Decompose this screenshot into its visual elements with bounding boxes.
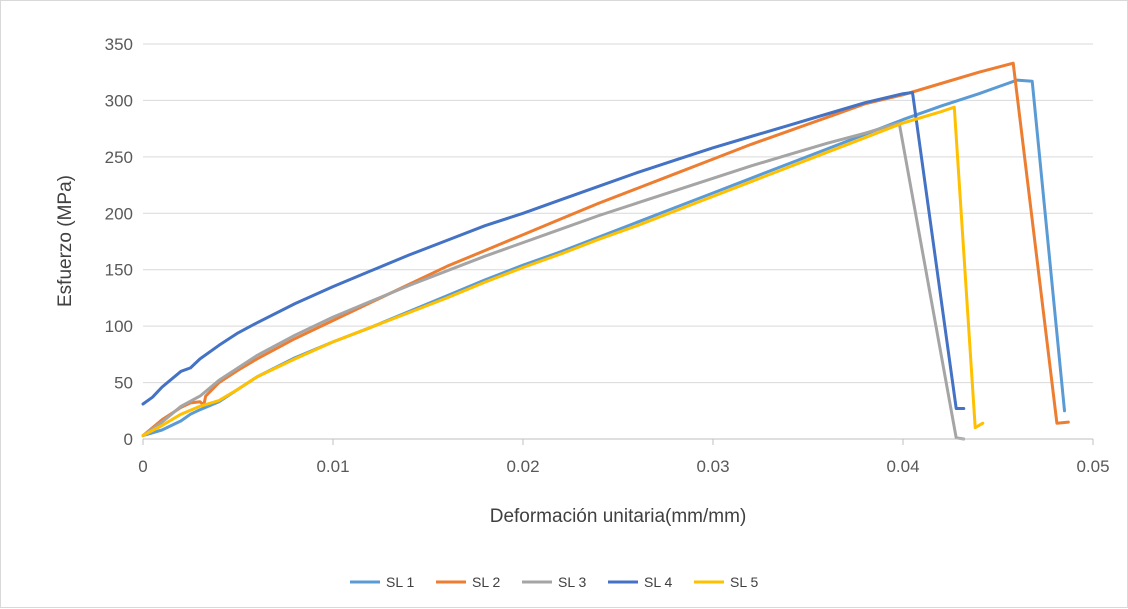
series-line-sl-3	[141, 121, 966, 441]
x-tick-label: 0.04	[886, 457, 919, 476]
legend: SL 1 SL 2 SL 3 SL 4 SL 5	[350, 574, 758, 590]
tick-labels: 0 50 100 150 200 250 300 350 0 0.01 0.02 0.03 0.04 0.…	[105, 35, 1110, 476]
x-tick-label: 0	[138, 457, 147, 476]
x-axis-title: Deformación unitaria(mm/mm)	[490, 506, 747, 527]
y-tick-label: 350	[105, 35, 133, 54]
series-line-sl-5	[141, 105, 985, 438]
y-axis-title: Esfuerzo (MPa)	[55, 175, 76, 307]
series-line-sl-2	[141, 61, 1070, 438]
series-line-sl-4	[141, 91, 966, 410]
y-tick-label: 50	[114, 374, 133, 393]
legend-label: SL 1	[386, 574, 414, 590]
gridlines	[143, 43, 1093, 384]
legend-item: SL 5	[694, 574, 758, 590]
legend-label: SL 4	[644, 574, 672, 590]
y-tick-label: 150	[105, 261, 133, 280]
y-tick-label: 0	[124, 430, 133, 449]
legend-label: SL 3	[558, 574, 586, 590]
y-tick-label: 250	[105, 148, 133, 167]
y-tick-label: 300	[105, 91, 133, 110]
y-tick-label: 100	[105, 317, 133, 336]
axes	[142, 438, 1094, 445]
legend-label: SL 5	[730, 574, 758, 590]
x-tick-label: 0.02	[506, 457, 539, 476]
y-tick-label: 200	[105, 204, 133, 223]
legend-item: SL 4	[608, 574, 672, 590]
x-tick-label: 0.03	[696, 457, 729, 476]
legend-item: SL 3	[522, 574, 586, 590]
legend-item: SL 1	[350, 574, 414, 590]
x-tick-label: 0.01	[316, 457, 349, 476]
legend-label: SL 2	[472, 574, 500, 590]
series-lines	[141, 61, 1070, 441]
legend-item: SL 2	[436, 574, 500, 590]
x-tick-label: 0.05	[1076, 457, 1109, 476]
